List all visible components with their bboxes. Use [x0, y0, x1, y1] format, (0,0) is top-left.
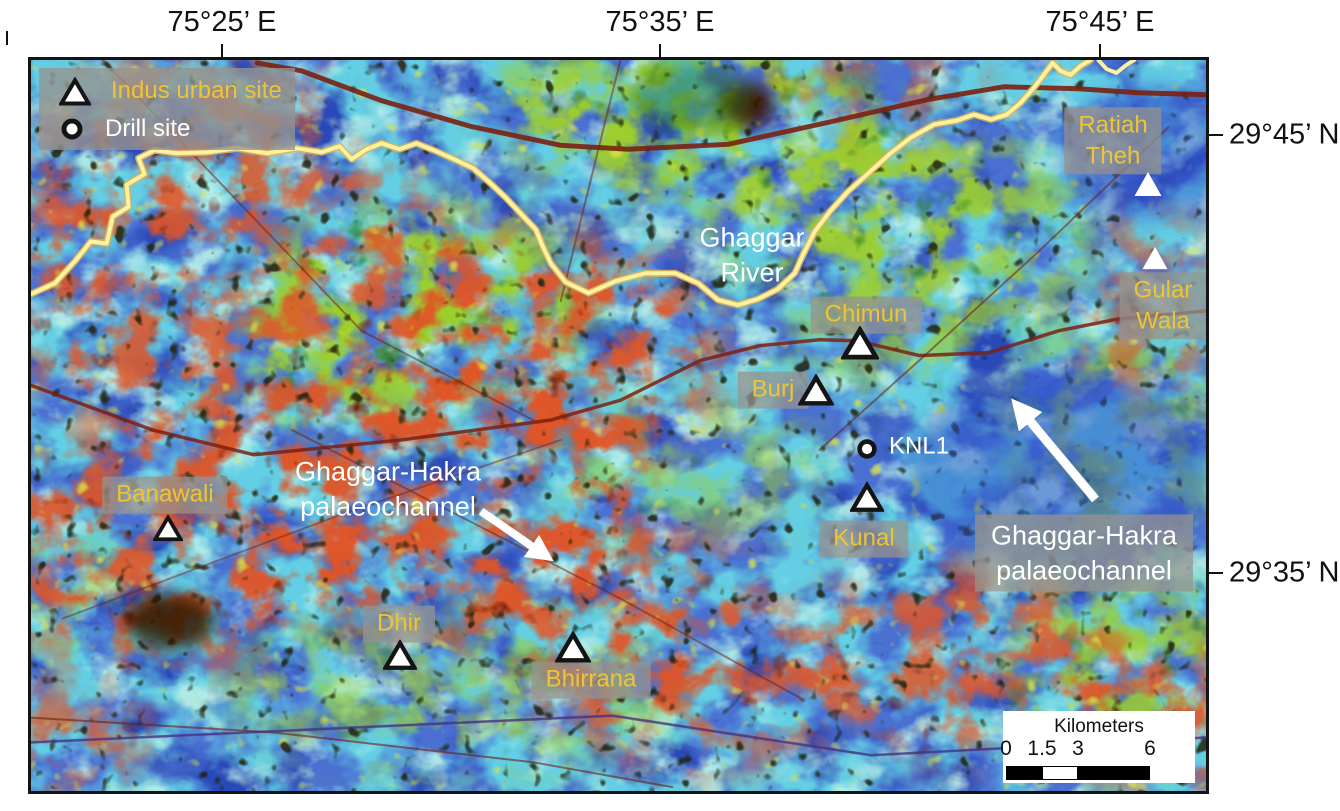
- palaeochannel-arrows: [478, 398, 1099, 562]
- site-label-gular-wala: Gular Wala: [1119, 272, 1206, 340]
- site-label-ratiah-theh: Ratiah Theh: [1064, 107, 1162, 175]
- latitude-label: 29°35’ N: [1229, 556, 1340, 589]
- site-label-banawali: Banawali: [102, 476, 228, 514]
- site-marker-banawali: [151, 513, 185, 542]
- site-marker-chimun: [839, 325, 881, 360]
- ghaggar-river-line: [31, 60, 1137, 309]
- arrow-east: [1011, 398, 1099, 503]
- longitude-label: 75°25’ E: [167, 6, 277, 38]
- arrow-west: [478, 508, 554, 562]
- map-legend: Indus urban site Drill site: [39, 68, 295, 150]
- site-marker-gular-wala: [1141, 246, 1169, 271]
- site-marker-burj: [797, 373, 835, 406]
- scale-bar-title: Kilometers: [1054, 716, 1144, 737]
- scale-bar: Kilometers 0 1.5 3 6: [1000, 711, 1195, 783]
- site-marker-kunal: [848, 480, 886, 513]
- main-road: [254, 60, 1206, 152]
- satellite-map: Banawali Dhir Bhirrana Kunal Burj Chimun Ratia…: [28, 57, 1209, 794]
- circle-icon: [59, 116, 85, 142]
- palaeochannel-label-east: Ghaggar-Hakra palaeochannel: [974, 514, 1194, 592]
- latitude-tick-mark: [1209, 572, 1223, 574]
- scale-tick-label: 1.5: [1027, 737, 1057, 760]
- drill-marker-knl1: [855, 437, 879, 461]
- drill-label-knl1: KNL1: [889, 432, 950, 460]
- legend-label-indus-urban-site: Indus urban site: [111, 77, 282, 104]
- site-label-burj: Burj: [737, 371, 809, 409]
- scale-segment: [1006, 766, 1042, 780]
- site-marker-dhir: [381, 638, 419, 671]
- legend-item-indus-urban-site: Indus urban site: [57, 75, 295, 106]
- legend-label-drill-site: Drill site: [105, 114, 191, 142]
- scale-tick-label: 0: [1000, 737, 1012, 760]
- site-label-bhirrana: Bhirrana: [531, 661, 651, 699]
- road-lines: [31, 60, 1206, 789]
- scale-bar-segments: [1006, 766, 1150, 780]
- longitude-tick-mark: [221, 44, 223, 57]
- corner-tick-mark: [6, 31, 8, 45]
- site-label-chimun: Chimun: [810, 296, 922, 334]
- secondary-road: [31, 309, 1206, 457]
- longitude-label: 75°35’ E: [605, 6, 715, 38]
- site-label-dhir: Dhir: [362, 605, 436, 643]
- scale-tick-label: 3: [1072, 737, 1084, 760]
- site-label-kunal: Kunal: [819, 520, 909, 558]
- latitude-label: 29°45’ N: [1229, 118, 1340, 151]
- latitude-tick-mark: [1209, 134, 1223, 136]
- scale-segment: [1078, 766, 1150, 780]
- longitude-tick-mark: [659, 44, 661, 57]
- scale-segment: [1042, 766, 1078, 780]
- triangle-icon: [57, 75, 93, 106]
- palaeochannel-label-west: Ghaggar-Hakra palaeochannel: [294, 456, 482, 521]
- scale-tick-label: 6: [1144, 737, 1156, 760]
- legend-item-drill-site: Drill site: [59, 116, 295, 142]
- site-marker-bhirrana: [554, 630, 592, 663]
- site-marker-ratiah-theh: [1133, 171, 1163, 198]
- ghaggar-river-label: Ghaggar River: [699, 222, 805, 287]
- longitude-tick-mark: [1099, 44, 1101, 57]
- marker-overlay: Banawali Dhir Bhirrana Kunal Burj Chimun Ratia…: [31, 60, 1206, 791]
- longitude-label: 75°45’ E: [1045, 6, 1155, 38]
